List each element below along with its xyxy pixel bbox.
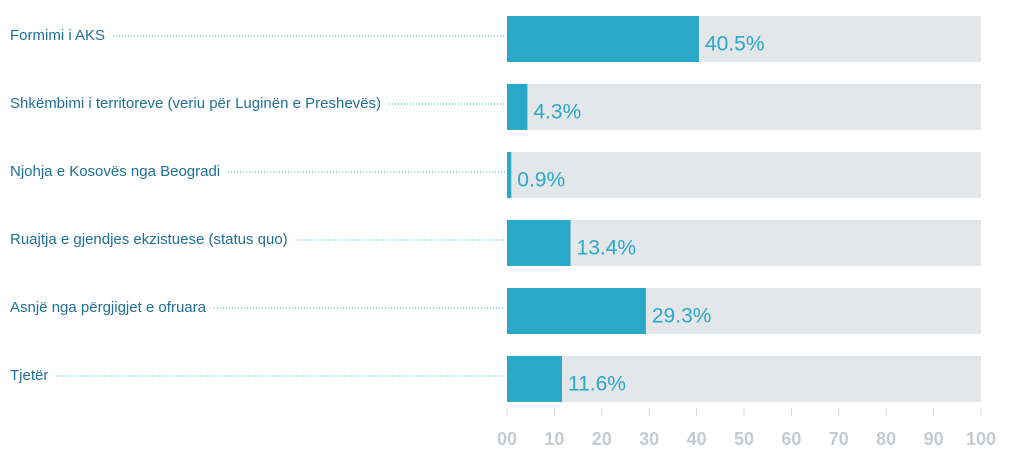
x-tick-label: 70	[829, 429, 849, 449]
category-label: Asnjë nga përgjigjet e ofruara	[10, 299, 207, 316]
category-label: Ruajtja e gjendjes ekzistuese (status qu…	[10, 231, 288, 248]
bar	[507, 288, 646, 334]
value-label: 29.3%	[652, 305, 712, 328]
value-label: 4.3%	[533, 101, 581, 124]
value-label: 0.9%	[517, 169, 565, 192]
x-tick-label: 100	[966, 429, 996, 449]
bar-track	[507, 84, 981, 130]
x-tick-label: 60	[781, 429, 801, 449]
category-label: Formimi i AKS	[10, 27, 105, 44]
bar	[507, 84, 528, 130]
bar	[507, 220, 571, 266]
value-label: 11.6%	[568, 373, 626, 396]
bar-track	[507, 152, 981, 198]
x-tick-label: 80	[876, 429, 896, 449]
value-label: 40.5%	[705, 33, 765, 56]
x-tick-label: 50	[734, 429, 754, 449]
x-tick-label: 90	[924, 429, 944, 449]
x-tick-label: 40	[687, 429, 707, 449]
bar-track	[507, 356, 981, 402]
x-tick-label: 30	[639, 429, 659, 449]
bar	[507, 16, 699, 62]
category-label: Njohja e Kosovës nga Beogradi	[10, 163, 220, 180]
x-tick-label: 10	[544, 429, 564, 449]
value-label: 13.4%	[577, 237, 637, 260]
bar-track	[507, 220, 981, 266]
category-label: Shkëmbimi i territoreve (veriu për Lugin…	[10, 95, 381, 112]
x-tick-label: 20	[592, 429, 612, 449]
bar	[507, 152, 512, 198]
category-label: Tjetër	[10, 367, 48, 384]
x-tick-label: 00	[497, 429, 517, 449]
bar	[507, 356, 562, 402]
